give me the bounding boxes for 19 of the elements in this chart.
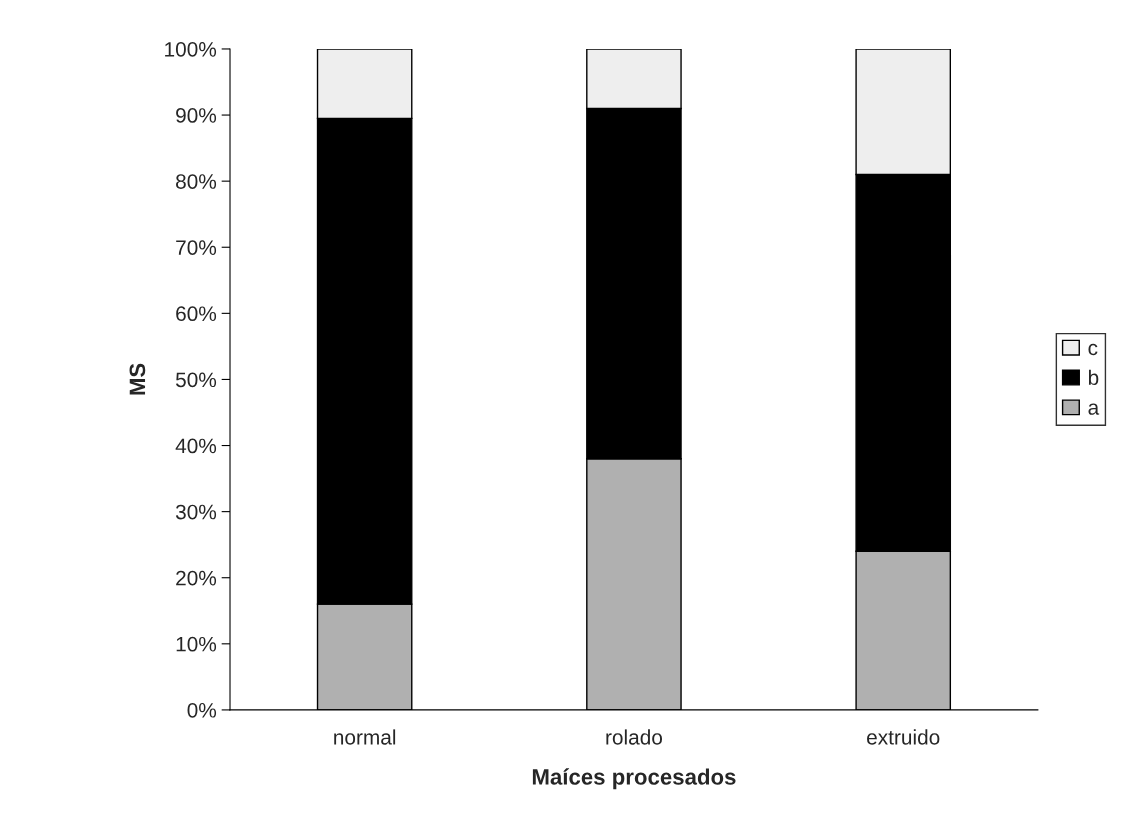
- x-tick-label: extruido: [867, 729, 940, 745]
- y-axis-title: MS: [129, 363, 146, 395]
- y-tick-label: 90%: [176, 108, 217, 123]
- y-tick-label: 0%: [187, 702, 217, 718]
- y-tick-label: 100%: [165, 41, 217, 57]
- x-tick-label: rolado: [606, 729, 663, 745]
- y-tick-label: 80%: [176, 174, 217, 189]
- y-tick-label: 70%: [176, 240, 217, 255]
- legend-label: b: [1088, 369, 1099, 386]
- x-tick-label: normal: [334, 729, 396, 745]
- y-tick-label: 40%: [175, 438, 217, 454]
- y-tick-label: 30%: [175, 504, 217, 520]
- y-tick-label: 60%: [176, 306, 217, 322]
- x-axis-title: Maíces procesados: [532, 768, 736, 790]
- y-tick-label: 20%: [176, 570, 217, 586]
- y-tick-label: 50%: [175, 372, 217, 388]
- legend-label: a: [1088, 403, 1100, 415]
- legend-label: c: [1088, 343, 1098, 356]
- y-tick-label: 10%: [176, 636, 217, 652]
